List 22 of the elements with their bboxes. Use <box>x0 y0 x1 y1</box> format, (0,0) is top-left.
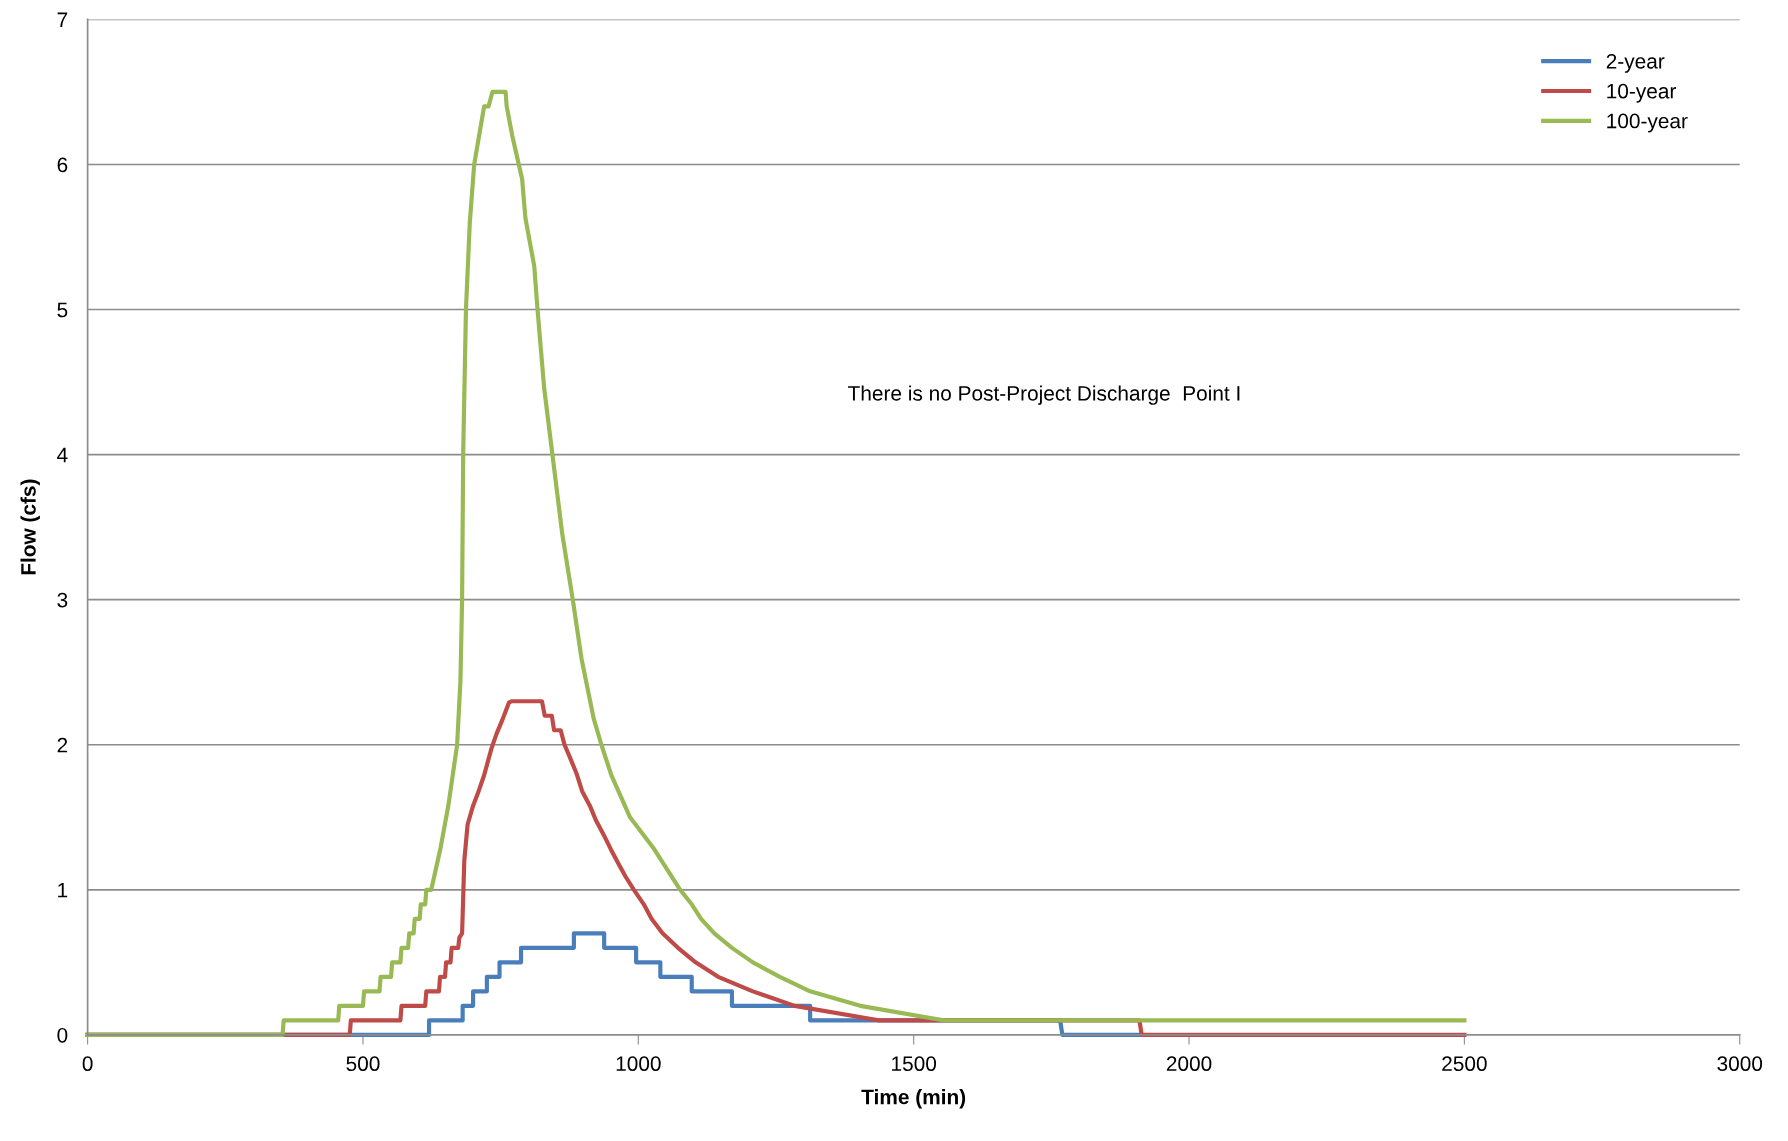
y-tick-label: 1 <box>58 883 68 898</box>
x-tick-label: 3000 <box>1717 1056 1763 1072</box>
y-tick-label: 3 <box>57 592 68 608</box>
legend-label: 10-year <box>1607 83 1677 103</box>
y-tick-label: 7 <box>57 12 68 27</box>
y-tick-label: 6 <box>57 157 68 173</box>
x-tick-label: 1000 <box>616 1056 661 1072</box>
x-tick-label: 0 <box>82 1056 93 1072</box>
x-tick-label: 1500 <box>892 1056 937 1072</box>
y-tick-label: 2 <box>57 737 68 753</box>
y-tick-label: 5 <box>57 302 68 318</box>
x-tick-label: 500 <box>346 1056 380 1072</box>
line-series <box>85 89 1467 1037</box>
annotation: There is no Post-Project Discharge Point I <box>848 385 1240 405</box>
y-tick-label: 4 <box>57 447 68 463</box>
legend-label: 2-year <box>1606 53 1665 73</box>
y-axis-title: Flow (cfs) <box>20 479 40 575</box>
y-tick-label: 0 <box>57 1027 68 1043</box>
x-tick-label: 2000 <box>1166 1056 1212 1072</box>
x-axis-title: Time (min) <box>861 1089 966 1109</box>
legend-label: 100-year <box>1607 113 1688 133</box>
x-tick-label: 2500 <box>1442 1056 1487 1072</box>
